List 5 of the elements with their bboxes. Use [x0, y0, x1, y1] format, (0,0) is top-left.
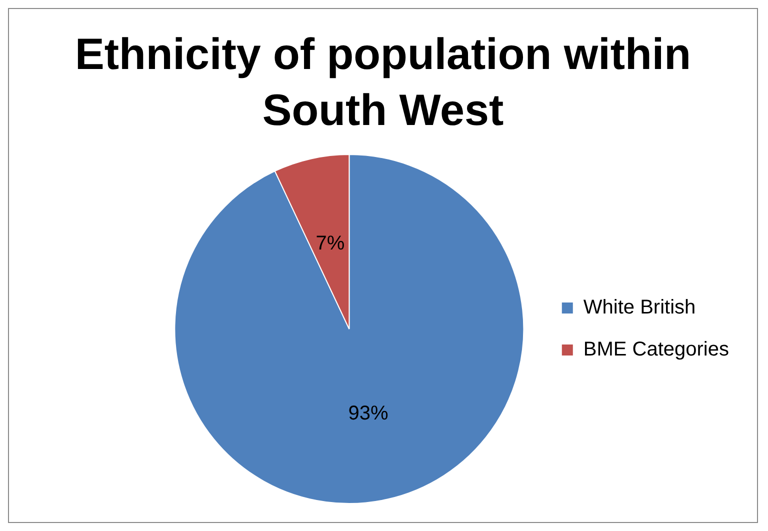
chart-title: Ethnicity of population within South West — [74, 29, 692, 137]
legend-label: White British — [583, 296, 696, 319]
data-label: 7% — [316, 232, 345, 254]
data-label: 93% — [348, 402, 388, 425]
legend-label: BME Categories — [583, 338, 730, 361]
